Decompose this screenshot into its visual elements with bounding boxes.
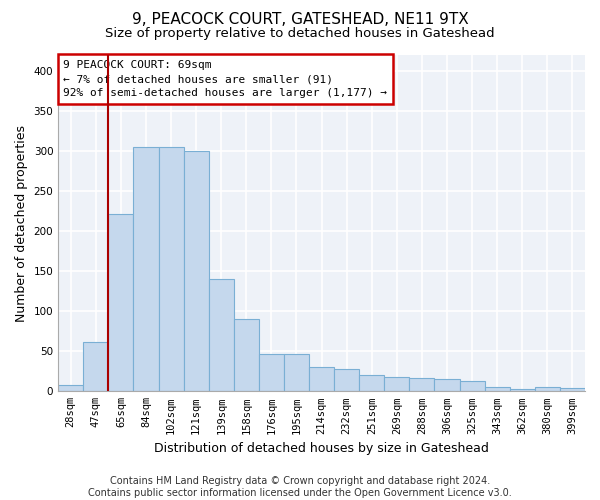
Bar [109, 214, 133, 392]
Y-axis label: Number of detached properties: Number of detached properties [15, 124, 28, 322]
Bar [434, 380, 460, 392]
Bar [309, 368, 334, 392]
Bar [184, 151, 209, 392]
Text: 9, PEACOCK COURT, GATESHEAD, NE11 9TX: 9, PEACOCK COURT, GATESHEAD, NE11 9TX [131, 12, 469, 28]
Bar [259, 354, 284, 392]
Bar [385, 377, 409, 392]
Bar [133, 147, 158, 392]
Bar [209, 279, 234, 392]
Bar [83, 342, 109, 392]
Bar [409, 378, 434, 392]
Text: Size of property relative to detached houses in Gateshead: Size of property relative to detached ho… [105, 28, 495, 40]
Bar [535, 388, 560, 392]
Bar [460, 381, 485, 392]
Bar [560, 388, 585, 392]
Bar [58, 385, 83, 392]
Bar [284, 354, 309, 392]
Bar [334, 369, 359, 392]
Bar [485, 388, 510, 392]
Bar [510, 389, 535, 392]
Text: 9 PEACOCK COURT: 69sqm
← 7% of detached houses are smaller (91)
92% of semi-deta: 9 PEACOCK COURT: 69sqm ← 7% of detached … [64, 60, 388, 98]
Bar [359, 376, 385, 392]
Bar [234, 319, 259, 392]
X-axis label: Distribution of detached houses by size in Gateshead: Distribution of detached houses by size … [154, 442, 489, 455]
Text: Contains HM Land Registry data © Crown copyright and database right 2024.
Contai: Contains HM Land Registry data © Crown c… [88, 476, 512, 498]
Bar [158, 147, 184, 392]
